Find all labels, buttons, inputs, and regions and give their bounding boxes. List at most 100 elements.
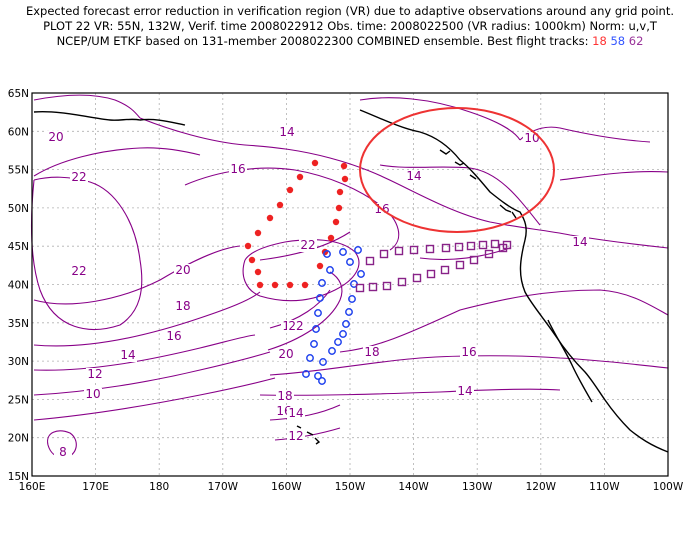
- track-red-point: [276, 201, 284, 209]
- title-line-3: NCEP/UM ETKF based on 131-member 2008022…: [0, 33, 700, 49]
- contour-label: 22: [300, 238, 315, 252]
- contour-label: 20: [48, 130, 63, 144]
- contour-label-bg: [174, 300, 192, 313]
- map-frame: [31, 92, 669, 477]
- contour-label-bg: [299, 239, 317, 252]
- track-purple-point: [425, 244, 435, 254]
- track-blue-point: [342, 320, 350, 328]
- track-blue-point: [345, 308, 353, 316]
- track-purple-point: [454, 242, 464, 252]
- lon-label: 110W: [589, 481, 620, 493]
- track-red-point: [286, 186, 294, 194]
- track-red-point: [271, 281, 279, 289]
- track-purple-point: [455, 260, 465, 270]
- contour-label: 14: [279, 125, 294, 139]
- contour-label-bg: [47, 131, 65, 144]
- contour-label-bg: [277, 348, 295, 361]
- track-blue-point: [348, 295, 356, 303]
- contour-label-bg: [174, 264, 192, 277]
- contour-label: 14: [120, 348, 135, 362]
- contour-label: 10: [524, 131, 539, 145]
- contour-label: 20: [278, 347, 293, 361]
- track-purple-point: [365, 256, 375, 266]
- lat-label: 40N: [8, 280, 29, 292]
- title-line-3-text: NCEP/UM ETKF based on 131-member 2008022…: [56, 34, 589, 48]
- track-blue-point: [314, 372, 322, 380]
- track-red-point: [301, 281, 309, 289]
- longitude-labels: 160E 170E 180 170W 160W 150W 140W 130W 120W 110W 1…: [19, 481, 684, 493]
- contour-label-bg: [278, 126, 296, 139]
- track-purple-point: [379, 249, 389, 259]
- track-red-point: [286, 281, 294, 289]
- track-purple-point: [498, 243, 508, 253]
- contour-label: 16: [230, 162, 245, 176]
- contour-label: 10: [85, 387, 100, 401]
- lon-label: 100W: [653, 481, 684, 493]
- contour-line: [242, 239, 360, 302]
- contour-line: [33, 147, 201, 177]
- lon-label: 180: [149, 481, 169, 493]
- contour-line: [267, 271, 343, 351]
- track-purple-point: [490, 239, 500, 249]
- contour-label-bg: [405, 170, 423, 183]
- track-blue-point: [326, 266, 334, 274]
- lon-label: 160E: [19, 481, 46, 493]
- lon-label: 120W: [526, 481, 557, 493]
- lat-label: 50N: [8, 203, 29, 215]
- lat-label: 60N: [8, 126, 29, 138]
- track-red-point: [248, 256, 256, 264]
- contour-line: [33, 351, 271, 396]
- contour-label: 16: [461, 345, 476, 359]
- contour-line: [30, 176, 143, 330]
- lat-label: 25N: [8, 394, 29, 406]
- track-blue-point: [354, 246, 362, 254]
- contour-label-bg: [287, 320, 305, 333]
- contour-line: [269, 289, 331, 329]
- contour-line: [339, 289, 669, 353]
- track-blue-point: [316, 294, 324, 302]
- track-purple-point: [394, 246, 404, 256]
- track-red-point: [254, 229, 262, 237]
- contour-lines: [30, 94, 669, 459]
- track-blue-point: [323, 250, 331, 258]
- contour-label-bg: [287, 407, 305, 420]
- lat-label: 20N: [8, 433, 29, 445]
- contour-label-bg: [70, 265, 88, 278]
- contour-label: 22: [71, 264, 86, 278]
- contour-label: 20: [175, 263, 190, 277]
- lat-label: 45N: [8, 241, 29, 253]
- contour-line: [33, 245, 241, 305]
- lon-label: 140W: [398, 481, 429, 493]
- track-blue-point: [339, 330, 347, 338]
- track-blue-point: [314, 309, 322, 317]
- lat-label: 30N: [8, 356, 29, 368]
- lon-label: 160W: [271, 481, 302, 493]
- flight-track-purple: [355, 239, 512, 293]
- contour-label: 8: [59, 445, 67, 459]
- title-line-1: Expected forecast error reduction in ver…: [25, 4, 675, 18]
- contour-label-bg: [456, 385, 474, 398]
- track-red-point: [266, 214, 274, 222]
- track-blue-point: [318, 377, 326, 385]
- contour-label: 14: [572, 235, 587, 249]
- track-red-point: [254, 268, 262, 276]
- track-red-point: [332, 218, 340, 226]
- track-purple-point: [368, 282, 378, 292]
- track-red-point: [256, 281, 264, 289]
- contour-label-bg: [571, 236, 589, 249]
- track-purple-point: [478, 240, 488, 250]
- contour-label: 14: [406, 169, 421, 183]
- track-purple-point: [355, 283, 365, 293]
- lat-label: 35N: [8, 318, 29, 330]
- track-red-label: 18: [592, 34, 607, 48]
- track-purple-label: 62: [628, 34, 644, 48]
- track-red-point: [341, 175, 349, 183]
- lon-label: 130W: [462, 481, 493, 493]
- contour-line: [33, 94, 141, 119]
- track-blue-point: [328, 347, 336, 355]
- title-line-2: PLOT 22 VR: 55N, 132W, Verif. time 20080…: [43, 19, 657, 33]
- track-blue-point: [302, 370, 310, 378]
- track-blue-point: [306, 354, 314, 362]
- track-blue-point: [346, 258, 354, 266]
